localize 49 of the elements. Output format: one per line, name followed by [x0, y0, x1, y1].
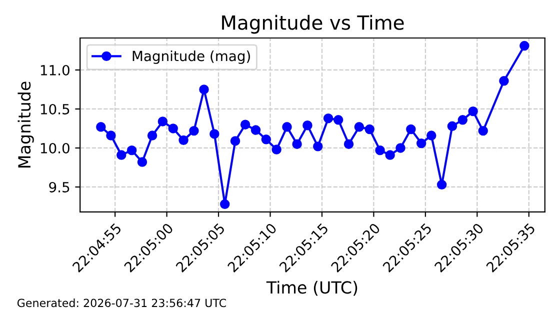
point — [468, 106, 478, 116]
legend-label: Magnitude (mag) — [132, 50, 250, 64]
point — [178, 135, 188, 146]
y-tick-label: 10.5 — [40, 104, 70, 114]
point — [168, 124, 178, 134]
point — [126, 145, 137, 156]
point — [354, 122, 364, 132]
point — [385, 150, 395, 160]
point — [137, 157, 148, 167]
point — [436, 180, 447, 190]
y-tick-label: 10.0 — [40, 142, 70, 154]
point — [478, 126, 488, 136]
point — [261, 134, 272, 144]
point — [323, 113, 334, 124]
point — [364, 124, 374, 134]
point — [147, 130, 158, 140]
point — [272, 144, 282, 154]
y-tick-label: 11.0 — [40, 64, 70, 76]
point — [344, 139, 354, 149]
point — [282, 122, 292, 132]
point — [210, 129, 220, 139]
point — [240, 120, 250, 130]
x-axis-title: Time (UTC) — [266, 280, 358, 296]
point — [199, 84, 209, 94]
point — [396, 143, 406, 153]
point — [416, 138, 426, 148]
point — [520, 40, 530, 51]
point — [189, 126, 199, 136]
point — [230, 136, 240, 146]
chart-title: Magnitude vs Time — [222, 14, 404, 34]
point — [158, 116, 168, 126]
point — [499, 76, 509, 86]
point — [220, 199, 230, 210]
point — [458, 115, 468, 125]
text: Generated: 2026-07-31 23:56:47 UTC — [17, 298, 226, 308]
point — [375, 145, 385, 156]
y-tick-label: 9.5 — [49, 182, 70, 192]
point — [116, 150, 126, 160]
point — [96, 122, 106, 132]
point — [250, 125, 261, 135]
point — [302, 120, 312, 130]
point — [106, 130, 116, 140]
point — [426, 130, 436, 140]
y-axis-title: Magnitude — [18, 82, 34, 168]
point — [406, 124, 416, 134]
point — [313, 142, 323, 152]
point — [447, 121, 458, 132]
point — [333, 115, 344, 125]
point — [292, 139, 302, 149]
